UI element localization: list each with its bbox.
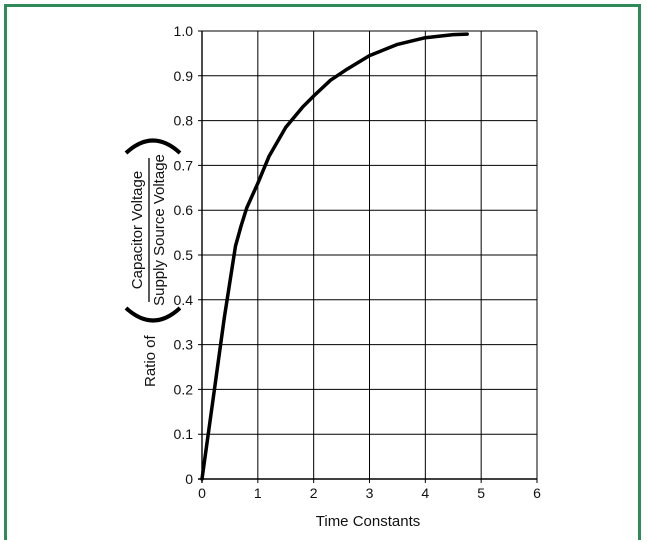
- x-tick-label: 5: [477, 485, 485, 501]
- x-tick-label: 2: [310, 485, 318, 501]
- y-axis-title-close-bracket: [124, 138, 182, 155]
- series: [200, 32, 469, 481]
- figure-frame: [4, 4, 641, 540]
- y-axis-title: Ratio of Capacitor Voltage Supply Source…: [124, 138, 182, 387]
- y-axis-title-numerator: Capacitor Voltage: [129, 171, 146, 289]
- x-tick-label: 4: [421, 485, 429, 501]
- x-tick-label: 3: [366, 485, 374, 501]
- tick-labels: 0 1 2 3 4 5 6 0 0.1 0.2 0.3 0.4 0.5 0.6 0.7 0.8 0.9 1.0: [174, 23, 542, 501]
- y-tick-label: 0.3: [174, 337, 194, 353]
- y-tick-label: 0.5: [174, 247, 194, 263]
- y-tick-label: 0.6: [174, 202, 194, 218]
- y-tick-label: 0.4: [174, 292, 194, 308]
- y-tick-label: 0.1: [174, 426, 194, 442]
- y-axis-title-prefix: Ratio of: [142, 334, 159, 387]
- grid: [198, 30, 538, 483]
- y-axis-title-open-bracket: [124, 306, 182, 323]
- y-tick-label: 0.7: [174, 157, 194, 173]
- y-axis-title-denominator: Supply Source Voltage: [151, 154, 168, 306]
- x-tick-label: 6: [533, 485, 541, 501]
- y-tick-label: 0: [185, 471, 193, 487]
- series-line: [200, 32, 469, 481]
- y-tick-label: 0.8: [174, 113, 194, 129]
- y-tick-label: 0.2: [174, 381, 194, 397]
- x-tick-label: 1: [254, 485, 262, 501]
- x-tick-label: 0: [198, 485, 206, 501]
- x-axis-title: Time Constants: [316, 513, 420, 530]
- y-tick-label: 1.0: [174, 23, 194, 39]
- y-tick-label: 0.9: [174, 68, 194, 84]
